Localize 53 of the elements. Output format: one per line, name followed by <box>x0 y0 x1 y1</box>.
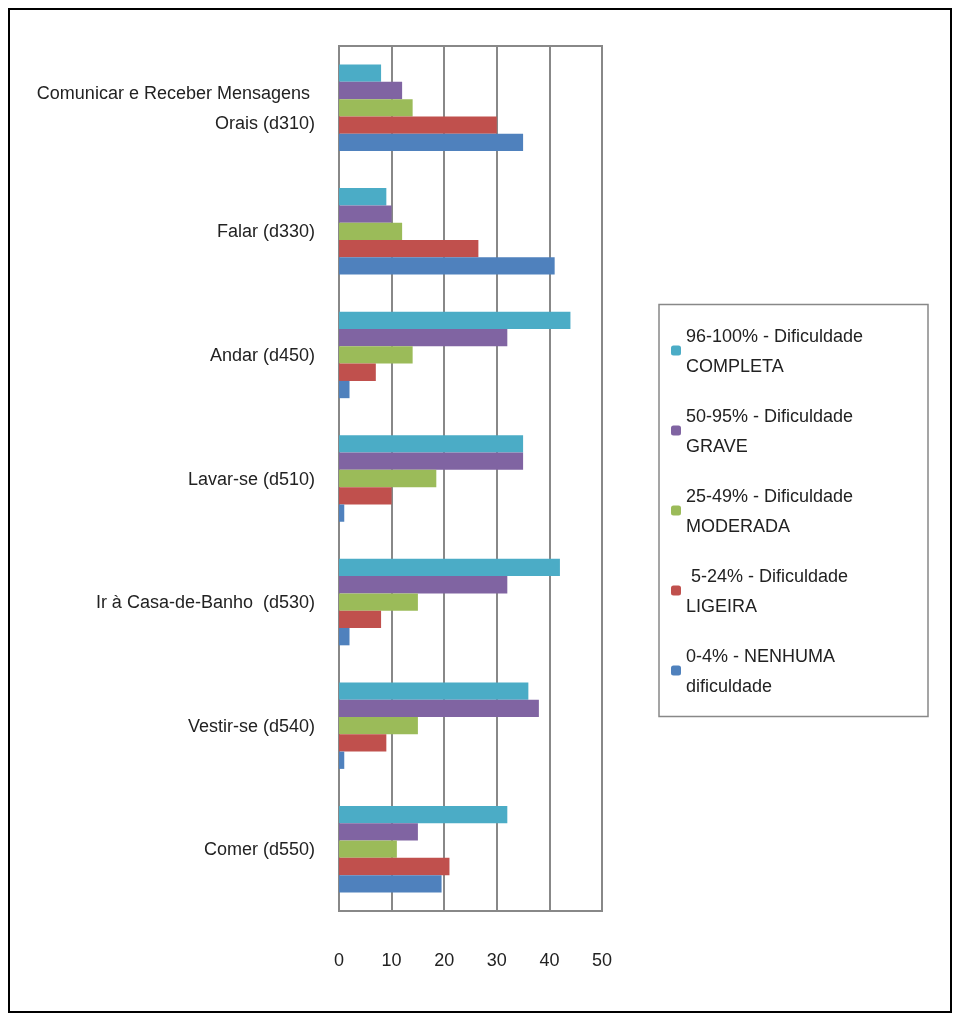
bar <box>339 64 382 82</box>
bar <box>339 435 524 453</box>
bar <box>339 188 387 206</box>
bar <box>339 593 418 611</box>
bar <box>339 558 560 577</box>
bar <box>339 311 571 329</box>
bar <box>339 222 403 241</box>
bar <box>339 576 508 594</box>
bar <box>339 346 413 364</box>
bar <box>339 116 497 134</box>
y-tick-label: Ir à Casa-de-Banho (d530) <box>95 592 315 613</box>
bar <box>339 487 392 505</box>
bar <box>339 610 382 629</box>
bar <box>339 857 450 876</box>
x-tick-label: 40 <box>539 950 560 970</box>
x-tick-label: 20 <box>434 950 455 970</box>
bar <box>339 805 508 824</box>
bar <box>339 133 524 152</box>
bar <box>339 363 376 381</box>
legend-label: 0-4% - NENHUMA dificuldade <box>686 645 840 696</box>
x-tick-label: 10 <box>381 950 402 970</box>
bar <box>339 699 539 717</box>
bar <box>339 328 508 347</box>
y-tick-label: Vestir-se (d540) <box>187 715 315 736</box>
y-tick-label: Comer (d550) <box>203 839 315 860</box>
y-tick-label: Falar (d330) <box>216 221 315 242</box>
bar <box>339 682 529 700</box>
bar <box>339 734 387 752</box>
bar <box>339 875 442 893</box>
bar <box>339 469 437 488</box>
bar <box>339 99 413 117</box>
legend-label: 50-95% - Dificuldade GRAVE <box>686 405 859 456</box>
legend-label: 25-49% - Dificuldade MODERADA <box>686 485 859 536</box>
bar <box>339 751 345 769</box>
x-tick-label: 30 <box>486 950 507 970</box>
bar <box>339 81 403 100</box>
bar <box>339 504 345 522</box>
bar <box>339 240 479 258</box>
bar <box>339 380 350 399</box>
bar <box>339 716 418 735</box>
y-tick-label: Comunicar e Receber Mensagens Orais (d310) <box>36 82 315 133</box>
bar <box>339 257 555 275</box>
bar <box>339 823 418 841</box>
x-tick-label: 50 <box>591 950 613 970</box>
legend-label: 5-24% - Dificuldade LIGEIRA <box>686 565 854 616</box>
bar <box>339 452 524 470</box>
bar <box>339 840 397 858</box>
y-tick-label: Andar (d450) <box>209 344 315 365</box>
legend-label: 96-100% - Dificuldade COMPLETA <box>686 325 869 376</box>
x-tick-label: 0 <box>333 950 345 970</box>
y-tick-label: Lavar-se (d510) <box>187 468 315 489</box>
bar <box>339 205 392 223</box>
bar <box>339 628 350 646</box>
